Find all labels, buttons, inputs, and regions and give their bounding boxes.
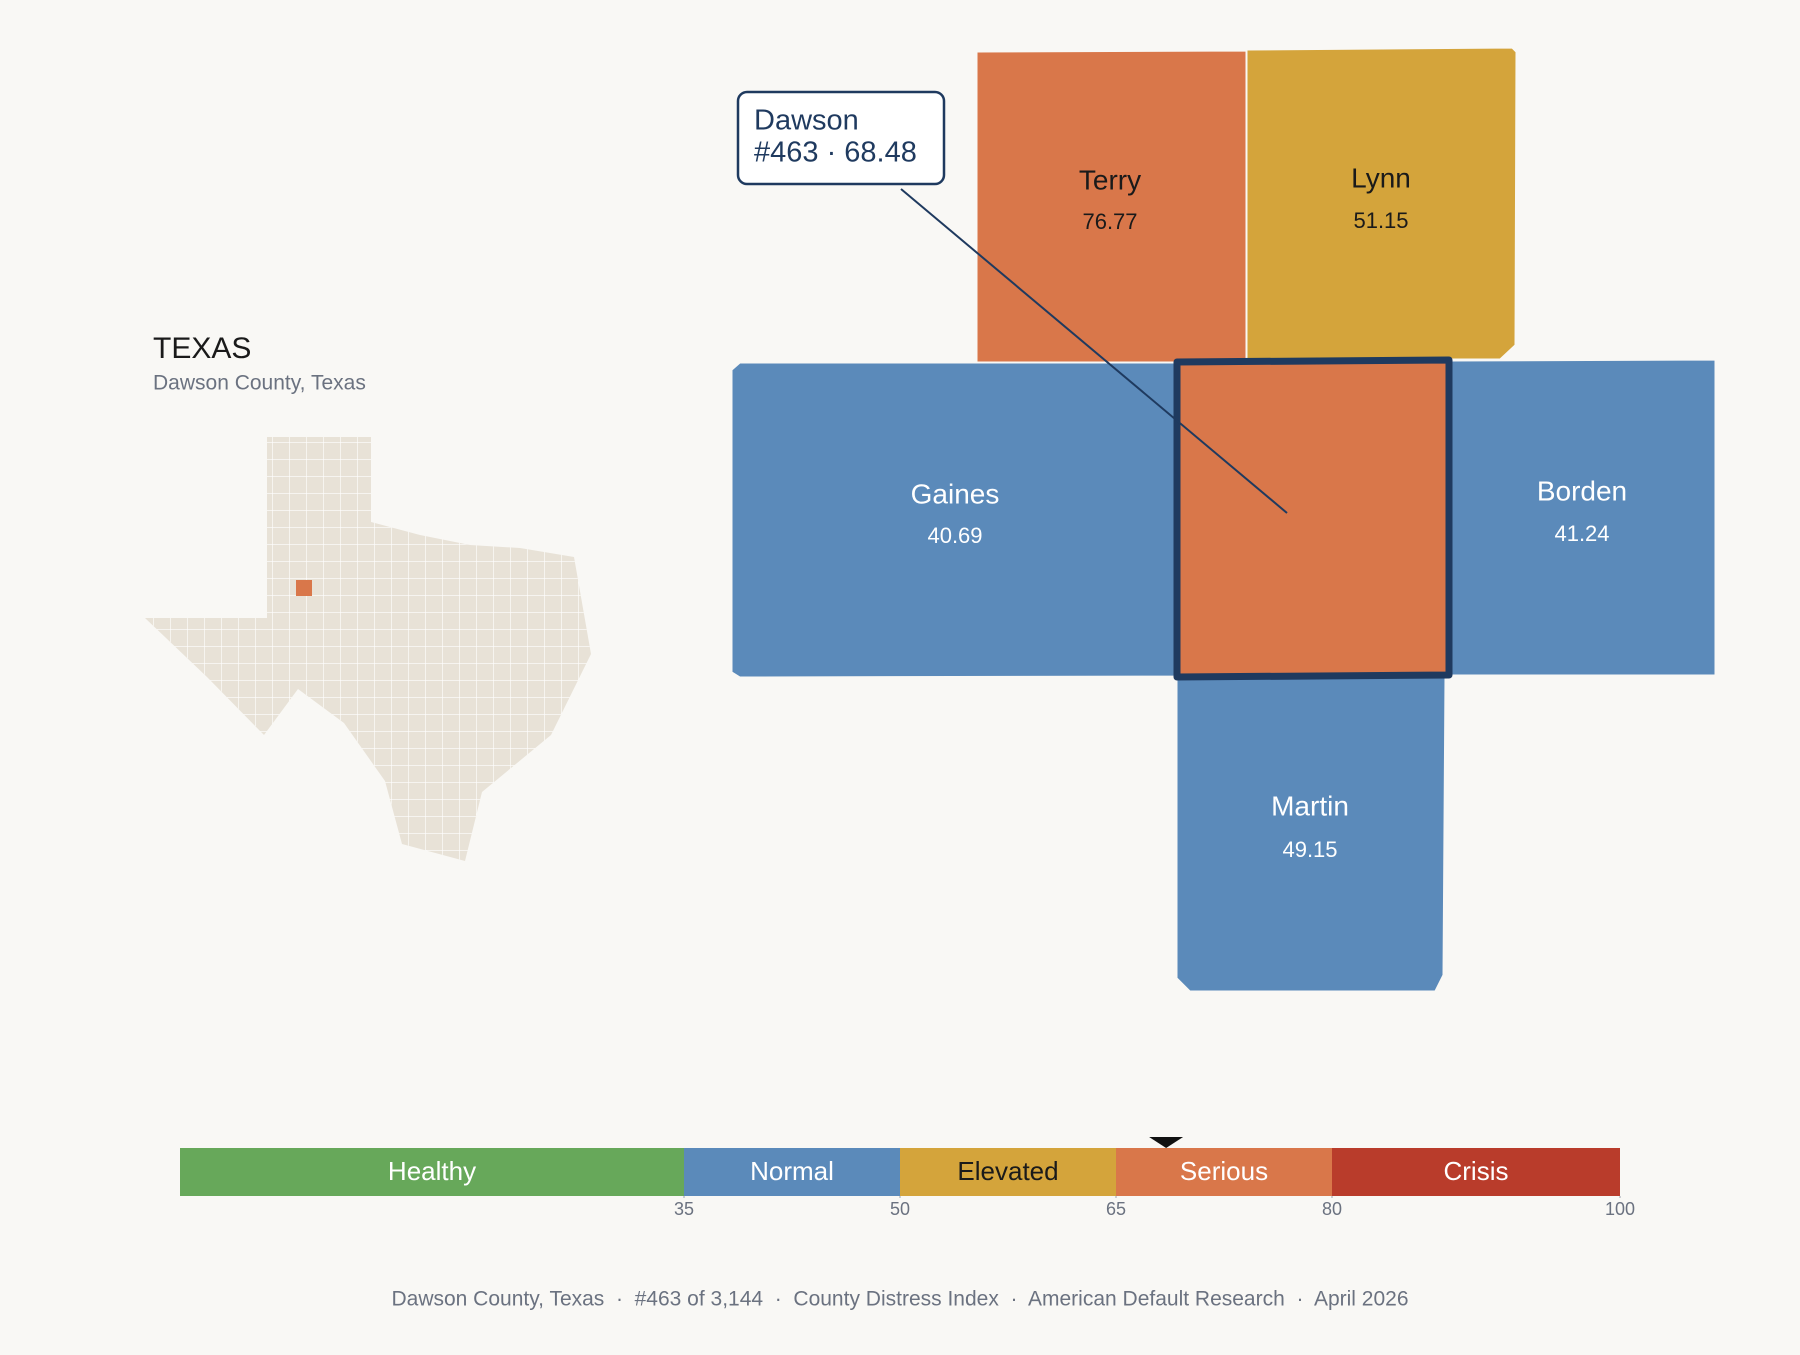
scale-band-label: Healthy [388, 1156, 476, 1186]
county [1176, 676, 1446, 992]
scale-band-label: Normal [750, 1156, 834, 1186]
scale-band [1116, 1148, 1332, 1196]
callout-leader [900, 188, 1288, 514]
county-value: 51.15 [1353, 208, 1408, 233]
callout-detail: #463 · 68.48 [754, 137, 917, 169]
county [731, 362, 1178, 678]
county-value: 76.77 [1082, 209, 1137, 234]
county [1246, 47, 1517, 360]
scale-tick-label: 50 [890, 1199, 910, 1219]
county-map: Terry 76.77 Lynn 51.15 Gaines 40.69 Borden 41.2… [731, 47, 1716, 992]
county-value: 41.24 [1554, 521, 1609, 546]
footer: Dawson County, Texas · #463 of 3,144 · C… [391, 1288, 1408, 1311]
scale-band-label: Elevated [957, 1156, 1058, 1186]
county-value: 40.69 [927, 523, 982, 548]
county [1176, 359, 1450, 678]
scale-marker [1149, 1137, 1184, 1148]
scale-bar: Healthy Normal Elevated Serious Crisis 35 50 65… [180, 1137, 1635, 1219]
selected-county [296, 580, 312, 596]
county [1448, 359, 1716, 676]
county-name: Borden [1537, 475, 1627, 506]
scale-tick-label: 80 [1322, 1199, 1342, 1219]
scale-band-label: Serious [1180, 1156, 1268, 1186]
scale-band-label: Crisis [1444, 1156, 1509, 1186]
scale-tick-label: 35 [674, 1199, 694, 1219]
county-name: Terry [1079, 164, 1141, 195]
callout-name: Dawson [754, 105, 859, 137]
county-value: 49.15 [1282, 837, 1337, 862]
county [976, 50, 1247, 363]
scale-tick-label: 100 [1605, 1199, 1635, 1219]
county-name: Gaines [911, 478, 1000, 509]
selected-outline [1173, 356, 1453, 681]
county-grid [145, 437, 591, 861]
scale-band [684, 1148, 900, 1196]
county-name: Martin [1271, 790, 1349, 821]
scale-band [180, 1148, 684, 1196]
county-name: Lynn [1351, 162, 1411, 193]
scale-tick-label: 65 [1106, 1199, 1126, 1219]
state-title: TEXAS [153, 332, 251, 365]
scale-band [1332, 1148, 1620, 1196]
state-subtitle: Dawson County, Texas [153, 372, 366, 395]
state-map [145, 437, 591, 861]
callout-box [736, 90, 946, 186]
scale-band [900, 1148, 1116, 1196]
